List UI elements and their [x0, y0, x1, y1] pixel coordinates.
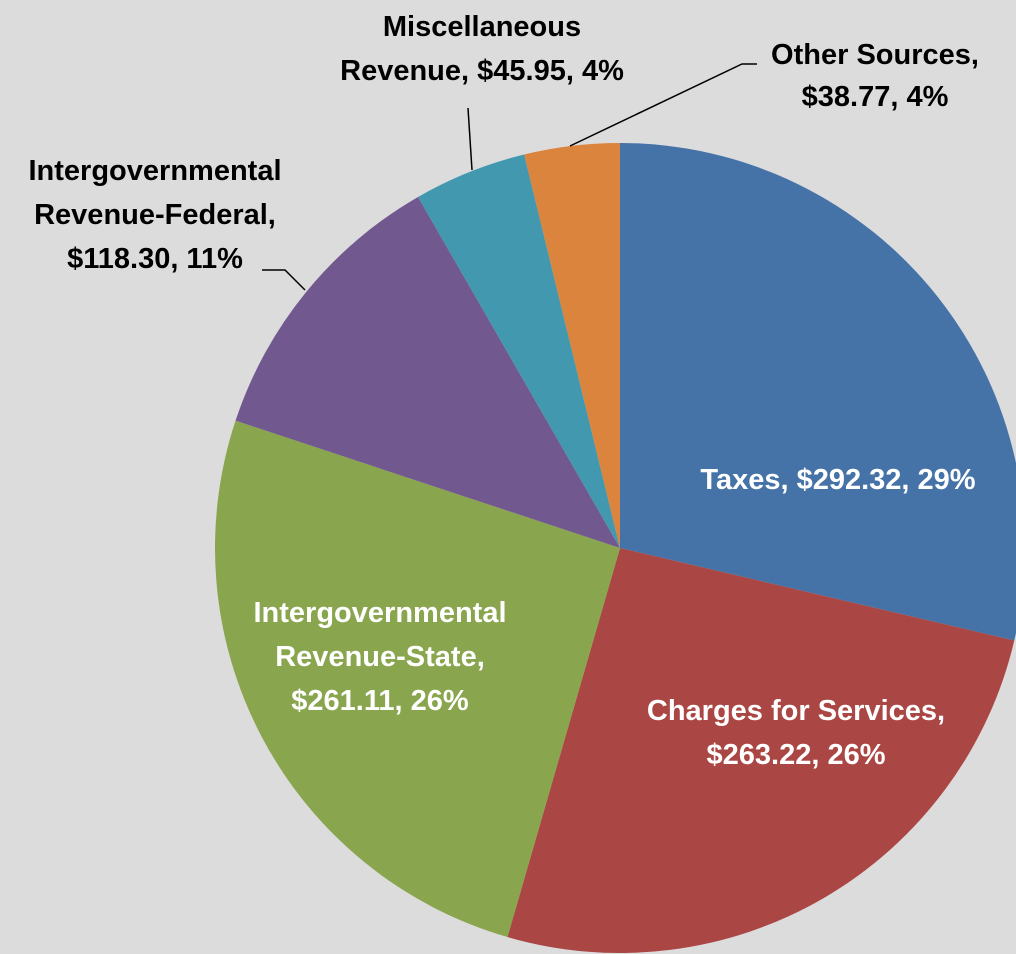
data-label-line: $261.11, 26%	[291, 685, 469, 717]
pie-slice-other-sources	[524, 143, 620, 548]
data-label-line: Intergovernmental	[29, 155, 282, 187]
pie-slice-taxes	[620, 143, 1016, 641]
data-label-charges-for-services: Charges for Services, $263.22, 26%	[647, 695, 945, 771]
data-label-line: $38.77, 4%	[802, 81, 949, 113]
data-label-line: Taxes, $292.32, 29%	[700, 464, 975, 496]
data-label-intergovernmental-revenue-state: Intergovernmental Revenue-State, $261.11, …	[254, 597, 507, 717]
data-label-line: Revenue-Federal,	[34, 199, 276, 231]
data-label-line: Revenue, $45.95, 4%	[340, 55, 624, 87]
pie-slice-intergovernmental-revenue-state	[214, 420, 620, 938]
leader-line-intergovernmental-revenue-federal	[262, 269, 306, 291]
data-label-other-sources: Other Sources, $38.77, 4%	[771, 39, 979, 113]
pie-slices	[214, 143, 1016, 953]
data-label-taxes: Taxes, $292.32, 29%	[700, 464, 975, 496]
leader-line-other-sources	[569, 63, 757, 147]
data-label-miscellaneous-revenue: Miscellaneous Revenue, $45.95, 4%	[340, 11, 624, 87]
data-label-line: $118.30, 11%	[67, 243, 243, 275]
data-label-line: Other Sources,	[771, 39, 979, 71]
data-label-line: Miscellaneous	[383, 11, 581, 43]
pie-slice-intergovernmental-revenue-federal	[235, 196, 620, 548]
data-label-line: Revenue-State,	[275, 641, 485, 673]
pie-slice-miscellaneous-revenue	[418, 154, 620, 549]
data-label-line: Intergovernmental	[254, 597, 507, 629]
pie-slice-charges-for-services	[507, 548, 1015, 953]
data-label-line: Charges for Services,	[647, 695, 945, 727]
leader-line-miscellaneous-revenue	[467, 107, 473, 171]
data-label-intergovernmental-revenue-federal: Intergovernmental Revenue-Federal, $118.30…	[29, 155, 282, 275]
data-label-line: $263.22, 26%	[707, 739, 886, 771]
